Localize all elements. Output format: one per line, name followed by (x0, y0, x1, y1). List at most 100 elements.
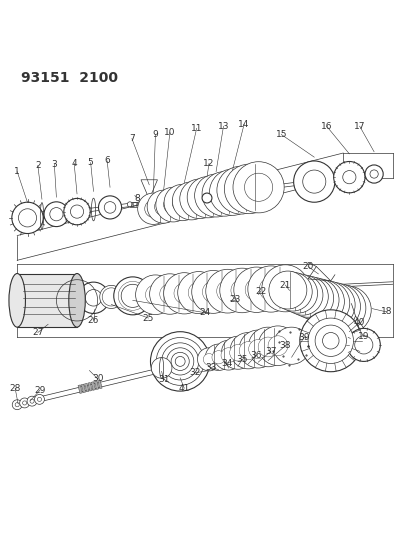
Circle shape (211, 182, 236, 206)
Circle shape (205, 269, 249, 313)
Bar (17, 273, 77, 327)
Text: 20: 20 (301, 262, 313, 271)
Text: 2: 2 (35, 161, 40, 170)
Text: 10: 10 (164, 128, 175, 137)
Text: 41: 41 (178, 384, 190, 393)
Circle shape (233, 161, 283, 213)
Circle shape (12, 202, 43, 233)
Circle shape (188, 188, 210, 209)
Text: 6: 6 (104, 156, 110, 165)
Circle shape (216, 166, 264, 214)
Circle shape (219, 268, 264, 313)
Circle shape (145, 200, 161, 217)
Text: 93151  2100: 93151 2100 (21, 70, 118, 85)
Circle shape (177, 271, 219, 313)
Circle shape (342, 171, 355, 184)
Circle shape (179, 179, 219, 219)
Text: 38: 38 (279, 341, 290, 350)
Circle shape (85, 289, 102, 306)
Circle shape (259, 278, 282, 301)
Circle shape (272, 272, 305, 305)
Text: 14: 14 (238, 119, 249, 128)
Circle shape (100, 285, 123, 309)
Text: 37: 37 (265, 346, 276, 356)
Ellipse shape (69, 273, 85, 327)
Text: 25: 25 (142, 313, 154, 322)
Circle shape (173, 283, 194, 304)
Circle shape (364, 165, 382, 183)
Circle shape (244, 278, 267, 301)
Circle shape (135, 275, 175, 314)
Circle shape (299, 310, 361, 372)
Circle shape (64, 198, 90, 225)
Circle shape (150, 332, 209, 391)
Circle shape (166, 348, 193, 375)
Text: 19: 19 (357, 332, 369, 341)
Circle shape (258, 337, 277, 357)
Text: 17: 17 (353, 122, 365, 131)
Circle shape (323, 286, 370, 334)
Text: 1: 1 (14, 167, 20, 176)
Circle shape (175, 357, 185, 366)
Circle shape (104, 201, 116, 213)
Text: 4: 4 (71, 159, 77, 168)
Circle shape (248, 340, 267, 359)
Text: 9: 9 (152, 130, 158, 139)
Bar (97, 380, 102, 389)
Text: 31: 31 (157, 375, 169, 384)
Text: 33: 33 (205, 363, 216, 372)
Circle shape (302, 170, 325, 193)
Circle shape (34, 394, 44, 405)
Circle shape (347, 328, 380, 361)
Circle shape (273, 277, 297, 300)
Circle shape (202, 172, 246, 216)
Circle shape (172, 192, 192, 213)
Circle shape (22, 401, 26, 405)
Circle shape (12, 400, 22, 410)
Circle shape (244, 173, 272, 201)
Circle shape (127, 202, 132, 207)
Circle shape (211, 351, 225, 364)
Circle shape (204, 184, 227, 207)
Circle shape (154, 198, 172, 216)
Circle shape (147, 190, 180, 223)
Bar (88, 383, 92, 391)
Circle shape (230, 333, 266, 369)
Circle shape (27, 396, 37, 406)
Text: 13: 13 (217, 122, 229, 131)
Circle shape (219, 180, 244, 205)
Text: 32: 32 (188, 368, 200, 377)
Text: 12: 12 (203, 159, 214, 168)
Circle shape (209, 169, 255, 215)
Circle shape (248, 327, 287, 367)
Text: 7: 7 (129, 134, 135, 143)
Circle shape (194, 174, 237, 217)
Circle shape (221, 336, 254, 369)
Circle shape (121, 284, 144, 308)
Circle shape (155, 187, 190, 222)
Circle shape (15, 402, 19, 407)
Circle shape (247, 266, 293, 312)
Bar (84, 383, 89, 392)
Circle shape (216, 280, 238, 302)
Circle shape (307, 318, 353, 364)
Circle shape (233, 267, 278, 312)
Circle shape (229, 344, 246, 361)
Text: 23: 23 (229, 295, 240, 304)
Text: 8: 8 (134, 194, 140, 203)
Circle shape (313, 284, 360, 329)
Circle shape (205, 344, 231, 370)
Circle shape (239, 330, 276, 368)
Circle shape (268, 336, 287, 356)
Bar (94, 381, 99, 390)
Circle shape (261, 265, 308, 312)
Ellipse shape (159, 358, 163, 378)
Circle shape (196, 186, 218, 208)
Circle shape (291, 277, 333, 319)
Circle shape (44, 202, 69, 227)
Circle shape (318, 285, 365, 332)
Circle shape (191, 270, 234, 313)
Circle shape (268, 271, 306, 309)
Circle shape (272, 327, 309, 364)
Circle shape (202, 281, 223, 303)
